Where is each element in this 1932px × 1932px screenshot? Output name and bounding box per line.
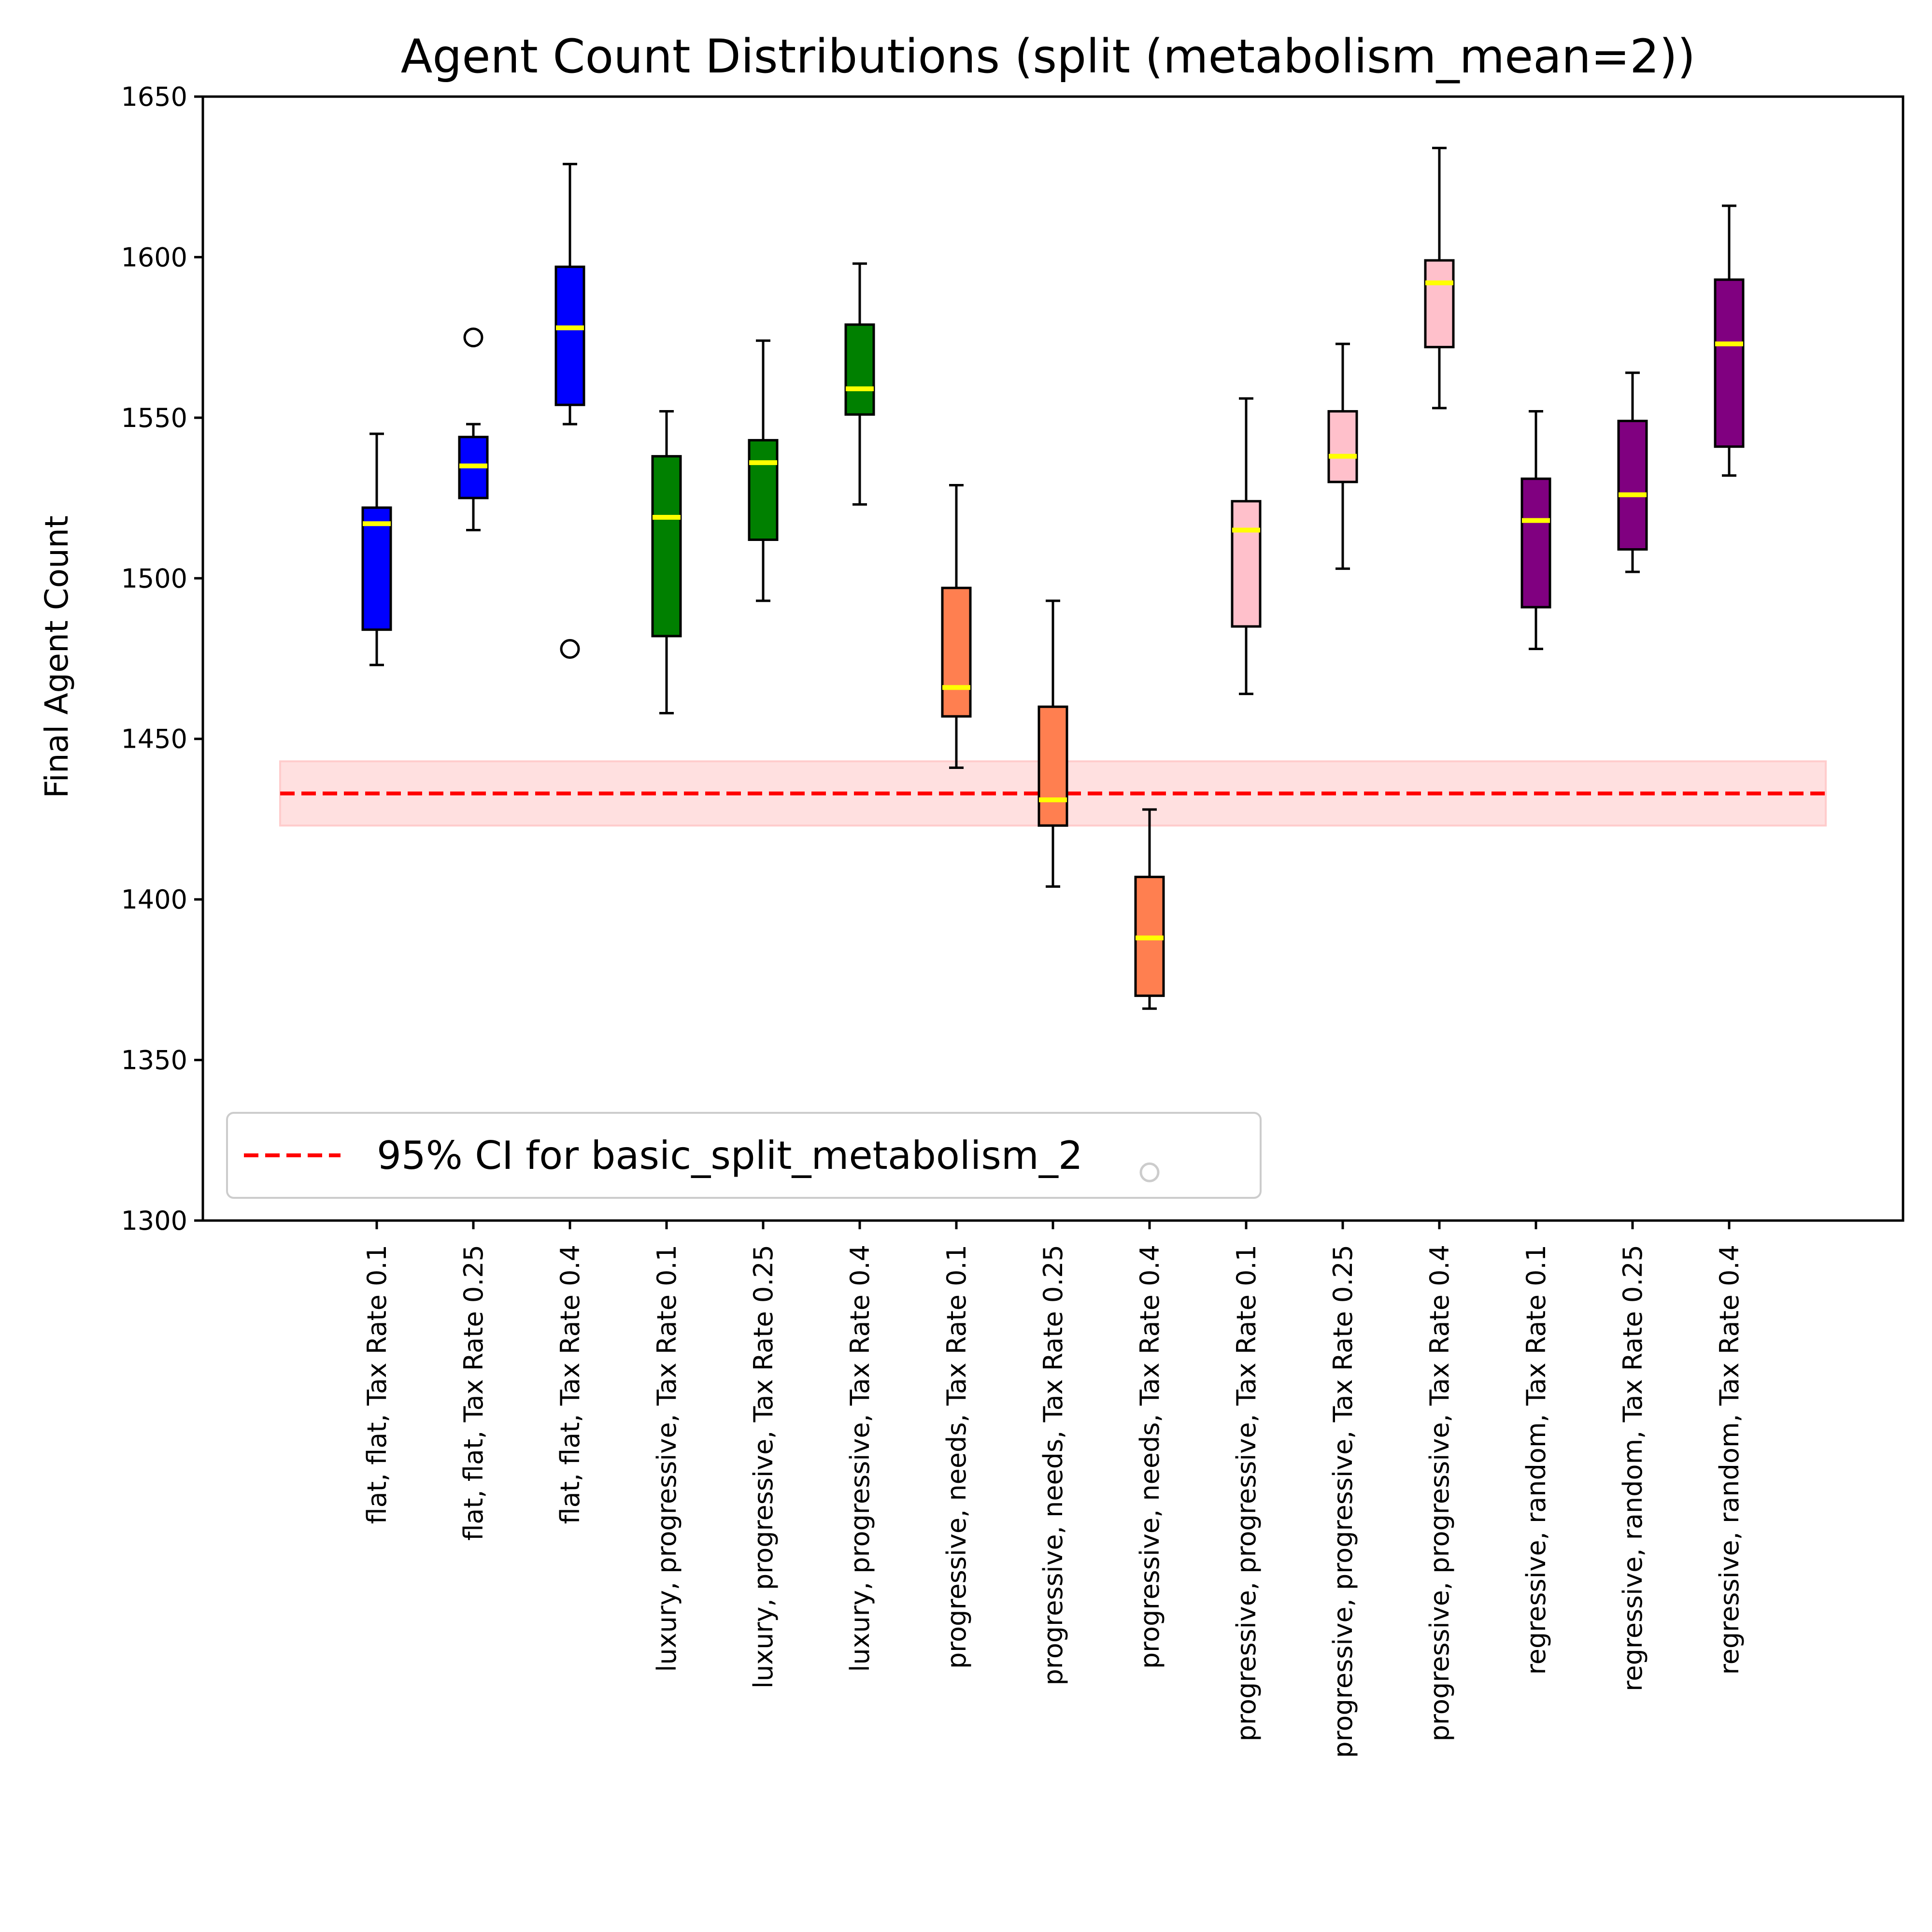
y-tick-label: 1550 bbox=[121, 403, 187, 433]
box-outlier bbox=[560, 639, 580, 659]
box-body bbox=[651, 455, 682, 638]
x-tick-label: luxury, progressive, Tax Rate 0.4 bbox=[845, 1245, 875, 1672]
x-tick-label: regressive, random, Tax Rate 0.25 bbox=[1618, 1245, 1648, 1691]
x-tick-label: progressive, progressive, Tax Rate 0.1 bbox=[1231, 1245, 1262, 1741]
x-tick-label: regressive, random, Tax Rate 0.1 bbox=[1521, 1245, 1551, 1675]
box-body bbox=[361, 506, 392, 631]
x-tick-label: regressive, random, Tax Rate 0.4 bbox=[1714, 1245, 1745, 1675]
y-tick-label: 1450 bbox=[121, 724, 187, 754]
y-tick-label: 1600 bbox=[121, 242, 187, 272]
y-tick-label: 1650 bbox=[121, 82, 187, 112]
box-body bbox=[941, 586, 972, 718]
x-tick-label: progressive, needs, Tax Rate 0.25 bbox=[1038, 1245, 1068, 1686]
x-tick-label: progressive, needs, Tax Rate 0.1 bbox=[941, 1245, 972, 1669]
x-tick-label: flat, flat, Tax Rate 0.1 bbox=[362, 1245, 392, 1524]
y-tick-label: 1350 bbox=[121, 1045, 187, 1076]
box-body bbox=[1037, 705, 1068, 827]
box-body bbox=[1231, 500, 1262, 628]
box-body bbox=[748, 439, 779, 541]
x-tick-label: flat, flat, Tax Rate 0.4 bbox=[555, 1245, 585, 1524]
box-body bbox=[844, 323, 875, 416]
x-tick-label: progressive, progressive, Tax Rate 0.4 bbox=[1424, 1245, 1455, 1741]
box-body bbox=[1424, 259, 1455, 349]
legend: 95% CI for basic_split_metabolism_2 bbox=[226, 1112, 1262, 1199]
x-tick-label: luxury, progressive, Tax Rate 0.1 bbox=[652, 1245, 682, 1672]
box-body bbox=[1520, 477, 1551, 609]
box-body bbox=[1327, 410, 1358, 483]
x-tick-label: flat, flat, Tax Rate 0.25 bbox=[458, 1245, 489, 1541]
legend-entry-label: 95% CI for basic_split_metabolism_2 bbox=[377, 1133, 1083, 1178]
x-tick-label: progressive, needs, Tax Rate 0.4 bbox=[1135, 1245, 1165, 1669]
y-tick-label: 1400 bbox=[121, 884, 187, 915]
box-body bbox=[554, 265, 585, 406]
box-outlier bbox=[463, 327, 483, 348]
box-body bbox=[1617, 420, 1648, 551]
y-tick-label: 1500 bbox=[121, 563, 187, 594]
x-tick-label: progressive, progressive, Tax Rate 0.25 bbox=[1328, 1245, 1358, 1758]
legend-frame bbox=[226, 1112, 1262, 1199]
y-axis-label: Final Agent Count bbox=[38, 515, 75, 798]
y-tick-label: 1300 bbox=[121, 1206, 187, 1236]
box-body bbox=[1714, 278, 1745, 448]
x-tick-label: luxury, progressive, Tax Rate 0.25 bbox=[748, 1245, 779, 1689]
plot-area: 1300 1350 1400 1450 1500 1550 1600 1650 flat, fl… bbox=[121, 82, 1904, 1758]
chart-title: Agent Count Distributions (split (metabo… bbox=[401, 29, 1696, 84]
